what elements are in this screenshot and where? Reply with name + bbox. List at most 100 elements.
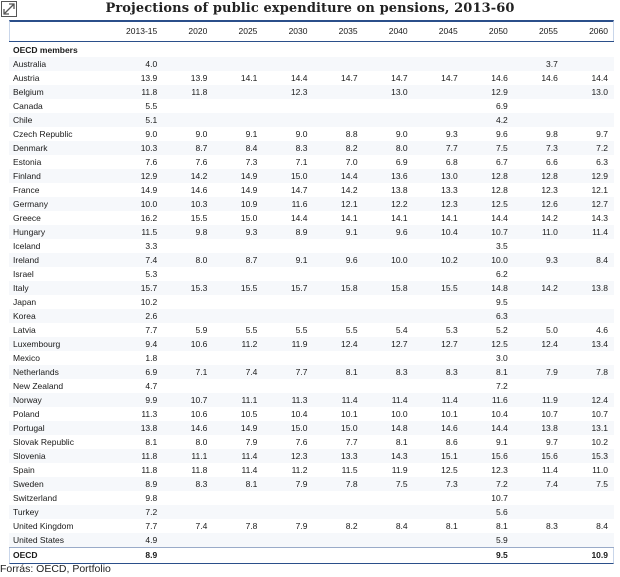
- value-cell: [513, 267, 564, 281]
- country-name-cell: Australia: [9, 57, 114, 71]
- value-cell: 8.0: [363, 141, 414, 155]
- value-cell: [413, 491, 464, 505]
- value-cell: 13.4: [563, 337, 614, 351]
- value-cell: 4.9: [113, 533, 164, 548]
- value-cell: 8.1: [313, 365, 364, 379]
- value-cell: 4.6: [563, 323, 614, 337]
- value-cell: 15.3: [563, 449, 614, 463]
- value-cell: 8.3: [413, 365, 464, 379]
- value-cell: 3.7: [513, 57, 564, 71]
- value-cell: 10.3: [113, 141, 164, 155]
- value-cell: [363, 505, 414, 519]
- value-cell: 14.4: [263, 211, 314, 225]
- value-cell: 15.3: [163, 281, 214, 295]
- value-cell: 13.8: [113, 421, 164, 435]
- total-value-cell: [163, 547, 214, 562]
- value-cell: [563, 295, 614, 309]
- value-cell: 9.1: [463, 435, 514, 449]
- value-cell: 4.7: [113, 379, 164, 393]
- value-cell: 7.7: [313, 435, 364, 449]
- value-cell: 12.2: [363, 197, 414, 211]
- value-cell: [363, 267, 414, 281]
- value-cell: 14.7: [413, 71, 464, 85]
- column-header-year: 2050: [463, 21, 514, 42]
- table-row: Italy 15.7 15.3 15.5 15.7 15.8 15.8 15.5 14.8 14.…: [9, 281, 614, 295]
- value-cell: 11.0: [513, 225, 564, 239]
- country-name-cell: Luxembourg: [9, 337, 114, 351]
- value-cell: 7.9: [263, 519, 314, 533]
- value-cell: 14.4: [463, 211, 514, 225]
- value-cell: 14.4: [263, 71, 314, 85]
- value-cell: [363, 491, 414, 505]
- value-cell: 8.4: [363, 519, 414, 533]
- value-cell: 10.7: [463, 491, 514, 505]
- value-cell: [263, 239, 314, 253]
- country-name-cell: Estonia: [9, 155, 114, 169]
- value-cell: 4.0: [113, 57, 164, 71]
- value-cell: [363, 113, 414, 127]
- source-note: Forrás: OECD, Portfolio: [0, 563, 111, 575]
- value-cell: 11.8: [163, 463, 214, 477]
- value-cell: 12.8: [463, 183, 514, 197]
- value-cell: 14.2: [513, 211, 564, 225]
- value-cell: 15.0: [313, 421, 364, 435]
- value-cell: 5.4: [363, 323, 414, 337]
- value-cell: 15.6: [513, 449, 564, 463]
- value-cell: 9.7: [563, 127, 614, 141]
- value-cell: 15.0: [213, 211, 264, 225]
- value-cell: [513, 309, 564, 323]
- total-value-cell: 9.5: [463, 547, 514, 562]
- table-row: Slovenia 11.8 11.1 11.4 12.3 13.3 14.3 15.1 15.6…: [9, 449, 614, 463]
- value-cell: 11.8: [113, 463, 164, 477]
- value-cell: 8.7: [163, 141, 214, 155]
- column-header-year: 2035: [313, 21, 364, 42]
- value-cell: 14.2: [513, 281, 564, 295]
- table-row: Mexico 1.8 3.0: [9, 351, 614, 365]
- expand-icon[interactable]: [1, 1, 17, 17]
- value-cell: 9.8: [513, 127, 564, 141]
- value-cell: [513, 491, 564, 505]
- value-cell: [263, 113, 314, 127]
- value-cell: [213, 505, 264, 519]
- table-row: Israel 5.3 6.2: [9, 267, 614, 281]
- table-row: Belgium 11.8 11.8 12.3 13.0 12.9 13.0: [9, 85, 614, 99]
- value-cell: 8.1: [113, 435, 164, 449]
- value-cell: 6.7: [463, 155, 514, 169]
- value-cell: 14.9: [213, 169, 264, 183]
- value-cell: 12.5: [463, 197, 514, 211]
- value-cell: 5.5: [313, 323, 364, 337]
- value-cell: [313, 533, 364, 548]
- value-cell: [163, 491, 214, 505]
- country-name-cell: Germany: [9, 197, 114, 211]
- value-cell: 13.8: [563, 281, 614, 295]
- value-cell: 7.4: [163, 519, 214, 533]
- value-cell: 5.3: [113, 267, 164, 281]
- value-cell: 7.1: [163, 365, 214, 379]
- value-cell: 7.3: [413, 477, 464, 491]
- table-row: Switzerland 9.8 10.7: [9, 491, 614, 505]
- country-name-cell: Slovenia: [9, 449, 114, 463]
- country-name-cell: Poland: [9, 407, 114, 421]
- value-cell: 15.0: [263, 169, 314, 183]
- value-cell: [563, 99, 614, 113]
- value-cell: 12.4: [563, 393, 614, 407]
- value-cell: 10.2: [563, 435, 614, 449]
- value-cell: 5.6: [463, 505, 514, 519]
- value-cell: 14.1: [313, 211, 364, 225]
- value-cell: 11.1: [163, 449, 214, 463]
- value-cell: 8.4: [563, 519, 614, 533]
- value-cell: [513, 113, 564, 127]
- table-header-row: 2013-15 2020 2025 2030 2035 2040 2045 2050 2055 2…: [9, 21, 614, 42]
- table-row: Korea 2.6 6.3: [9, 309, 614, 323]
- title-bar: . Projections of public expenditure on p…: [0, 0, 620, 20]
- table-row: Turkey 7.2 5.6: [9, 505, 614, 519]
- value-cell: [263, 505, 314, 519]
- value-cell: [413, 295, 464, 309]
- table-row: Slovak Republic 8.1 8.0 7.9 7.6 7.7 8.1 8.6 9.1 9…: [9, 435, 614, 449]
- value-cell: 12.1: [313, 197, 364, 211]
- value-cell: 10.4: [413, 225, 464, 239]
- country-name-cell: Iceland: [9, 239, 114, 253]
- value-cell: [563, 491, 614, 505]
- value-cell: [313, 295, 364, 309]
- value-cell: 11.9: [263, 337, 314, 351]
